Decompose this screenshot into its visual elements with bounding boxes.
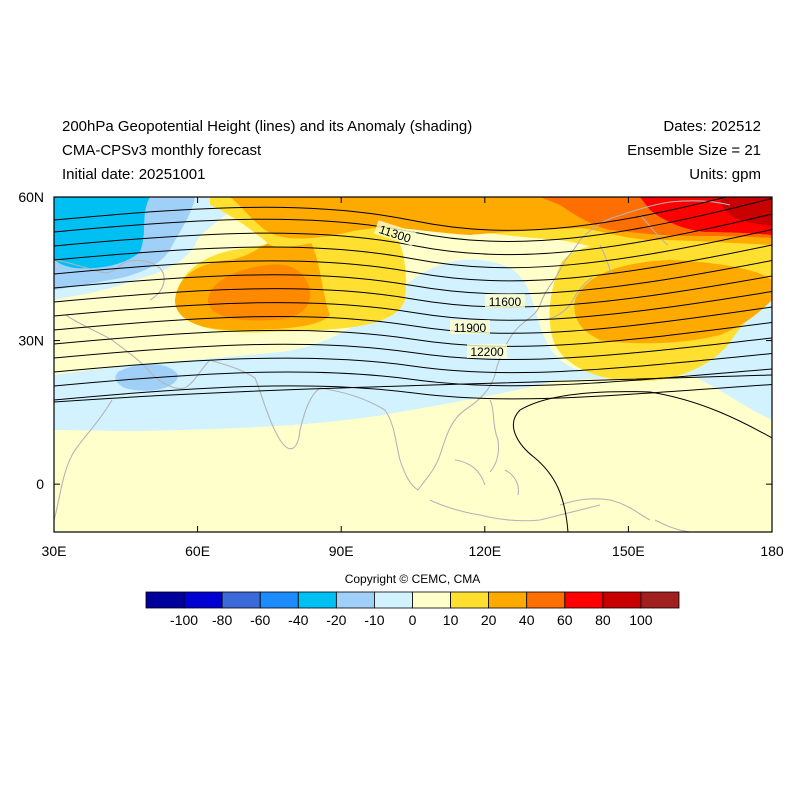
anomaly-centralasia-pos40 bbox=[208, 264, 311, 321]
colorbar-label: -100 bbox=[170, 612, 198, 628]
lat-tick-label: 60N bbox=[18, 189, 44, 205]
colorbar-swatch bbox=[564, 591, 604, 609]
coast-africa bbox=[54, 399, 113, 521]
lon-tick-label: 120E bbox=[468, 543, 501, 559]
colorbar-swatch bbox=[488, 591, 528, 609]
lon-tick-label: 180 bbox=[760, 543, 784, 559]
lat-tick-label: 0 bbox=[36, 476, 44, 492]
map-frame bbox=[53, 196, 773, 533]
colorbar-swatch bbox=[602, 591, 642, 609]
anomaly-shading bbox=[54, 197, 772, 532]
coast-borneo bbox=[454, 459, 486, 486]
anomaly-north-pos80 bbox=[720, 197, 772, 226]
colorbar-swatch bbox=[412, 591, 451, 609]
coast-india bbox=[209, 359, 321, 450]
colorbar-label: -10 bbox=[364, 612, 384, 628]
coast-kamchatka bbox=[639, 214, 669, 246]
copyright-note: Copyright © CEMC, CMA bbox=[344, 572, 481, 586]
colorbar-swatch bbox=[297, 591, 337, 609]
colorbar-swatch bbox=[183, 591, 223, 609]
coast-bay-bengal bbox=[319, 387, 419, 491]
initial-date: Initial date: 20251001 bbox=[62, 166, 206, 183]
contour-label-bg bbox=[450, 320, 490, 334]
colorbar-label: -60 bbox=[250, 612, 270, 628]
colorbar-swatch bbox=[335, 591, 375, 609]
coast-china-east bbox=[511, 239, 581, 336]
height-contour bbox=[54, 244, 772, 282]
lon-tick-label: 30E bbox=[42, 543, 67, 559]
axis-tick-labels: 30E 60E 90E 120E 150E 180 60N 30N 0 bbox=[18, 189, 784, 559]
colorbar-swatch bbox=[640, 591, 680, 609]
coast-philippines bbox=[489, 399, 500, 473]
map-title: 200hPa Geopotential Height (lines) and i… bbox=[62, 118, 473, 135]
contour-label: 12200 bbox=[470, 345, 504, 359]
coast-indonesia bbox=[429, 499, 601, 522]
model-name: CMA-CPSv3 monthly forecast bbox=[62, 142, 262, 159]
units-label: Units: gpm bbox=[689, 166, 761, 183]
anomaly-nw-neg40 bbox=[54, 197, 150, 269]
contour-label: 11600 bbox=[489, 295, 522, 309]
colorbar-label: 100 bbox=[629, 612, 653, 628]
height-contour bbox=[54, 384, 772, 401]
lon-tick-label: 90E bbox=[329, 543, 354, 559]
colorbar-swatch bbox=[374, 591, 413, 609]
anomaly-band-neg10 bbox=[54, 259, 772, 431]
height-contour bbox=[54, 291, 772, 321]
coast-redsea-arabia bbox=[65, 314, 211, 389]
height-contour bbox=[54, 229, 772, 269]
coast-new-guinea bbox=[559, 498, 651, 521]
coast-japan bbox=[544, 277, 593, 321]
colorbar-swatch bbox=[145, 591, 185, 609]
anomaly-pacific-pos20 bbox=[574, 260, 772, 344]
colorbar-label: 60 bbox=[557, 612, 573, 628]
colorbar-label: -40 bbox=[288, 612, 308, 628]
height-contour bbox=[54, 197, 729, 231]
anomaly-blob-neg20-arabia bbox=[115, 364, 178, 391]
colorbar-label: 10 bbox=[443, 612, 459, 628]
height-contour bbox=[54, 213, 772, 256]
height-contour bbox=[54, 374, 772, 403]
coast-sulawesi bbox=[504, 469, 519, 496]
colorbar-label: 40 bbox=[519, 612, 535, 628]
height-contour bbox=[54, 275, 772, 308]
height-contours bbox=[54, 197, 772, 532]
height-contour bbox=[54, 337, 772, 361]
colorbar-swatch bbox=[526, 591, 566, 609]
contour-label: 11900 bbox=[454, 321, 487, 335]
lat-tick-label: 30N bbox=[18, 333, 44, 349]
colorbar-label: 20 bbox=[481, 612, 497, 628]
colorbar-swatch bbox=[221, 591, 261, 609]
height-contour-closed bbox=[512, 391, 772, 532]
coastlines bbox=[54, 200, 731, 532]
contour-label-bg bbox=[485, 294, 525, 308]
colorbar-label: -20 bbox=[326, 612, 346, 628]
height-contour bbox=[54, 306, 772, 334]
axis-ticks bbox=[53, 196, 773, 532]
height-contour bbox=[54, 353, 772, 374]
coast-indochina bbox=[417, 334, 513, 491]
coast-siberia bbox=[579, 200, 731, 241]
forecast-dates: Dates: 202512 bbox=[663, 118, 761, 135]
colorbar-label: -80 bbox=[212, 612, 232, 628]
colorbar-label: 80 bbox=[595, 612, 611, 628]
height-contour bbox=[54, 368, 772, 387]
height-contour bbox=[54, 322, 772, 347]
ensemble-size: Ensemble Size = 21 bbox=[627, 142, 761, 159]
colorbar-swatch bbox=[259, 591, 299, 609]
colorbar-label: 0 bbox=[409, 612, 417, 628]
colorbar: -100 -80 -60 -40 -20 -10 0 10 20 40 60 80 100 bbox=[145, 591, 680, 628]
height-contour bbox=[54, 260, 772, 295]
contour-label-bg bbox=[467, 344, 507, 358]
lon-tick-label: 60E bbox=[185, 543, 210, 559]
colorbar-swatch bbox=[450, 591, 490, 609]
lon-tick-label: 150E bbox=[612, 543, 645, 559]
contour-label-bg bbox=[374, 220, 417, 246]
